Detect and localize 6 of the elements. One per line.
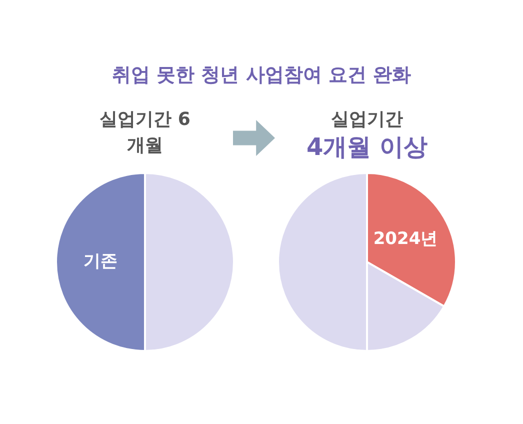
slice-label: 2024년 xyxy=(373,229,438,250)
chart-subtitle: 실업기간 xyxy=(330,108,404,131)
chart-title: 4개월 이상 xyxy=(305,132,429,163)
chart-subtitle: 실업기간 6개월 xyxy=(98,108,192,158)
slice-label: 기존 xyxy=(84,251,118,272)
chart-title: 취업 못한 청년 사업참여 요건 완화 xyxy=(110,63,412,88)
